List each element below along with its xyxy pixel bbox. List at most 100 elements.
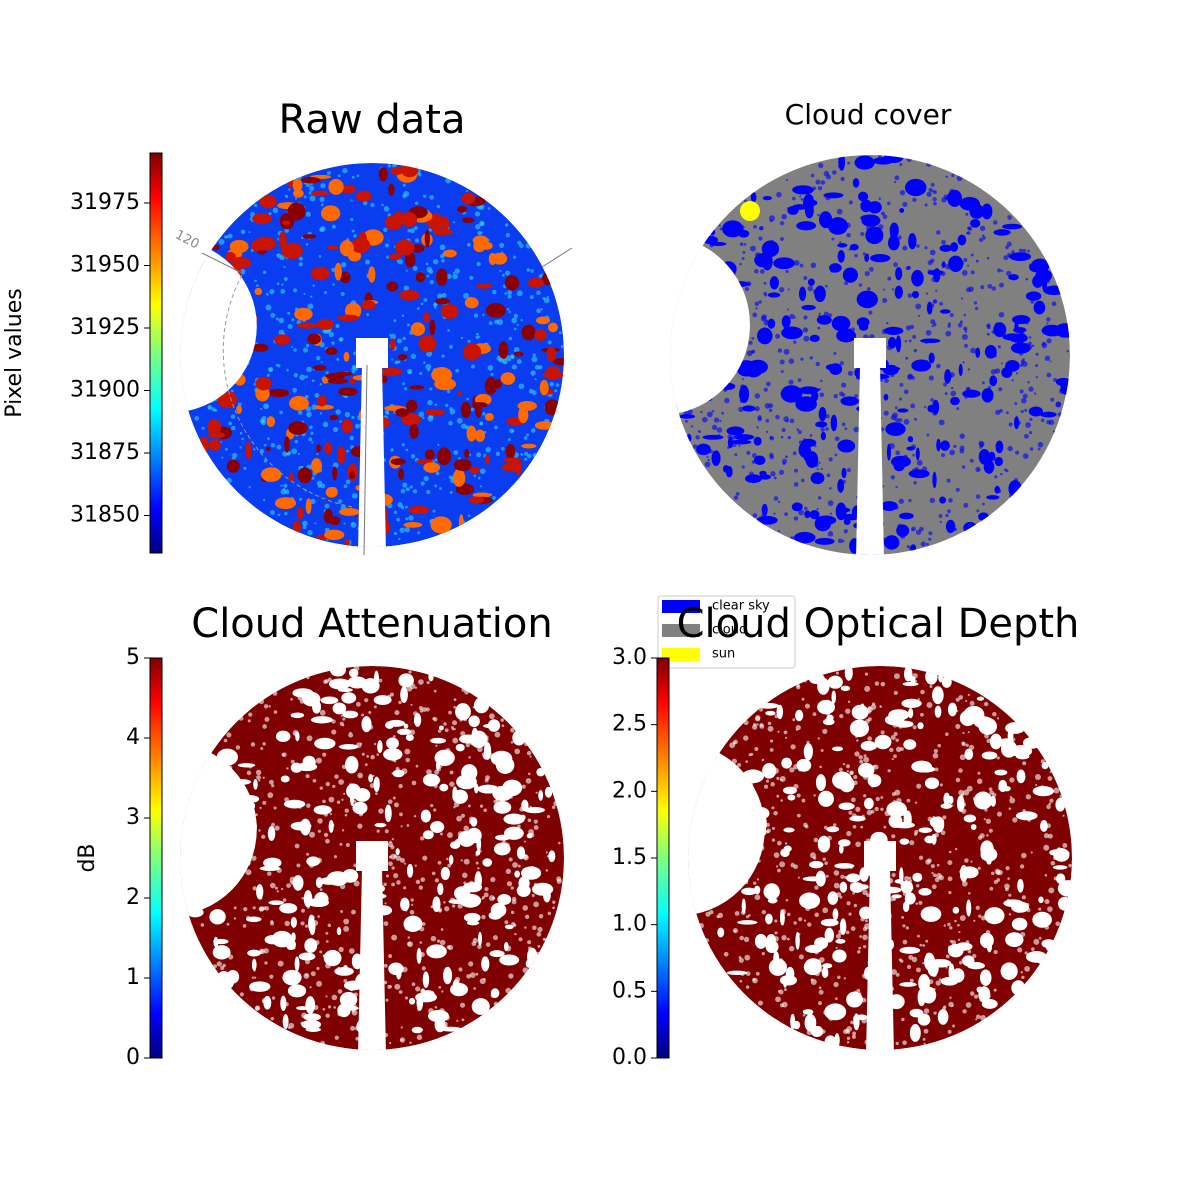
speck [905,926,909,930]
colorbar-tick-label: 1.5 [612,845,647,870]
speck [947,922,951,927]
speck [359,742,363,745]
speck [883,825,887,829]
blob [545,366,561,380]
speck [705,911,711,917]
speck [500,718,504,722]
blob [826,826,840,833]
blob [338,507,360,516]
speck [763,784,769,789]
blob [420,809,431,823]
blob [455,743,465,752]
speck [761,951,765,956]
speck [429,195,434,200]
speck [513,327,517,331]
blob [817,835,831,853]
speck [284,489,290,495]
blob [902,901,910,913]
speck [741,257,745,260]
blob [337,446,346,464]
speck [931,325,934,328]
blob [237,763,256,768]
blob [230,256,252,269]
speck [862,252,866,256]
speck [822,857,826,861]
speck [764,403,771,409]
speck [967,368,971,371]
speck [327,677,332,682]
speck [841,382,847,388]
speck [891,872,896,878]
speck [962,361,965,364]
speck [334,1035,339,1040]
speck [874,806,879,812]
speck [742,250,746,254]
blob [485,379,495,394]
speck [827,500,834,507]
blob [918,888,932,896]
speck [867,717,872,722]
blob [891,894,902,899]
speck [447,832,453,839]
speck [434,458,438,462]
blob [753,455,766,465]
speck [905,356,909,360]
speck [265,304,272,311]
blob [484,454,490,465]
blob [860,740,877,751]
speck [850,1020,854,1025]
speck [310,498,316,505]
speck [271,996,276,1000]
speck [510,910,515,915]
blob [251,239,264,252]
blob [377,740,383,754]
speck [1049,360,1052,363]
blob [521,324,536,341]
speck [915,303,922,310]
speck [723,951,729,957]
speck [777,500,781,504]
speck [931,884,937,890]
speck [420,302,424,306]
speck [962,880,968,887]
speck [402,482,408,488]
speck [769,435,773,440]
speck [799,195,802,198]
blob [908,708,914,719]
speck [490,876,496,883]
speck [311,441,314,444]
speck [434,878,440,883]
speck [788,358,795,364]
speck [773,476,777,480]
speck [1026,249,1030,253]
speck [351,522,355,526]
blob [282,220,291,225]
speck [251,855,257,861]
speck [1014,402,1018,406]
blob [902,681,919,687]
speck [748,914,751,917]
speck [492,935,498,941]
speck [711,424,718,431]
blob [978,512,990,522]
speck [240,229,246,235]
speck [977,468,980,472]
speck [343,979,348,983]
speck [770,782,775,787]
speck [778,287,785,293]
blob [827,675,843,689]
speck [955,847,958,851]
speck [389,692,394,697]
speck [777,529,781,533]
blob [334,262,342,281]
speck [1004,883,1010,890]
speck [943,382,948,387]
speck [783,988,787,992]
blob [782,786,797,795]
speck [968,891,971,895]
blob [344,756,359,774]
blob [898,512,914,520]
blob [1041,324,1064,337]
speck [893,262,898,268]
blob [908,232,917,250]
